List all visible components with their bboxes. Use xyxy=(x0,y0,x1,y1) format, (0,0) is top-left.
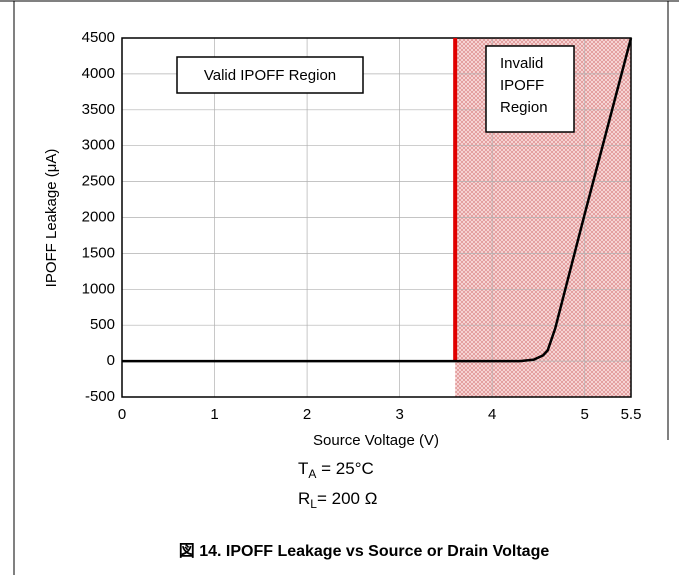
y-tick-label: 4500 xyxy=(82,29,115,46)
y-tick-label: 500 xyxy=(90,316,115,333)
y-tick-label: 2000 xyxy=(82,208,115,225)
x-tick-label: 5.5 xyxy=(621,406,642,423)
x-tick-label: 1 xyxy=(210,406,218,423)
x-tick-label: 4 xyxy=(488,406,496,423)
y-axis-label: IPOFF Leakage (μA) xyxy=(43,149,60,288)
x-tick-label: 3 xyxy=(395,406,403,423)
invalid-label: Invalid xyxy=(500,55,543,72)
condition: RL= 200 Ω xyxy=(298,489,377,511)
caption: 図 14. IPOFF Leakage vs Source or Drain V… xyxy=(179,542,550,560)
x-axis-label: Source Voltage (V) xyxy=(313,432,439,449)
data-line xyxy=(122,37,633,363)
condition-part: T xyxy=(298,459,308,478)
invalid-box xyxy=(485,45,575,133)
y-tick-label: 2500 xyxy=(82,173,115,190)
y-tick-label: 3000 xyxy=(82,137,115,154)
condition-part: R xyxy=(298,489,310,508)
y-tick-label: 3500 xyxy=(82,101,115,118)
plot-border xyxy=(121,37,632,398)
y-tick-label: 1000 xyxy=(82,280,115,297)
valid-label: Valid IPOFF Region xyxy=(204,67,336,84)
condition-part: = 200 Ω xyxy=(317,489,377,508)
x-tick-label: 2 xyxy=(303,406,311,423)
x-tick-label: 0 xyxy=(118,406,126,423)
y-tick-label: 0 xyxy=(107,352,115,369)
x-tick-label: 5 xyxy=(581,406,589,423)
y-tick-label: 1500 xyxy=(82,244,115,261)
condition: TA = 25°C xyxy=(298,459,374,481)
y-tick-label: -500 xyxy=(85,388,115,405)
valid-box xyxy=(176,56,364,94)
condition-part: = 25°C xyxy=(316,459,373,478)
y-tick-label: 4000 xyxy=(82,65,115,82)
condition-part: L xyxy=(310,497,317,511)
invalid-label: Region xyxy=(500,99,548,116)
invalid-label: IPOFF xyxy=(500,77,544,94)
condition-part: A xyxy=(308,467,316,481)
